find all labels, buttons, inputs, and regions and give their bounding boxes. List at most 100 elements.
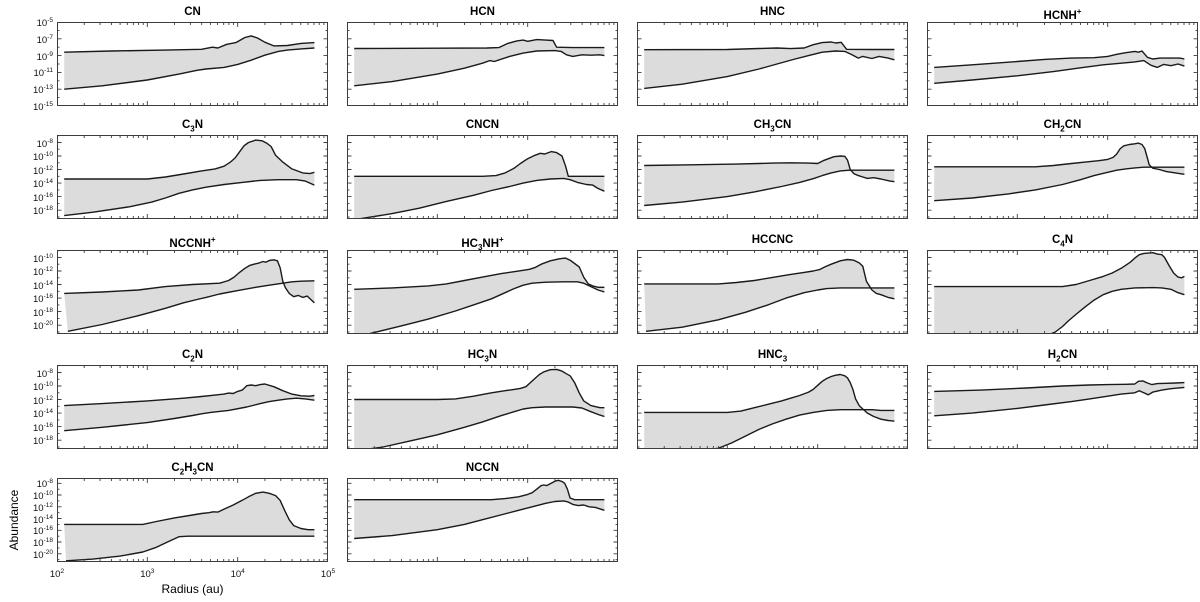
axes-frame-ch2cn [927, 135, 1198, 219]
lower-bound-curve-c2h3cn [65, 535, 315, 562]
panel-title-c4n: C4N [1051, 234, 1074, 249]
panel-cn [57, 22, 328, 106]
axis-ticks-ch3cn [637, 135, 908, 219]
x-tick-label: 104 [230, 568, 245, 581]
upper-bound-curve-ch3cn [644, 155, 895, 183]
panel-hccnc [637, 250, 908, 334]
axis-ticks-cn [57, 22, 328, 106]
upper-bound-curve-nccnh [64, 259, 315, 304]
panel-plot-hc3nh [347, 250, 618, 334]
axis-ticks-c4n [927, 250, 1198, 334]
x-tick-label: 103 [140, 568, 155, 581]
axis-ticks-cncn [347, 135, 618, 219]
y-tick-label-cn: 10-7 [36, 33, 53, 46]
lower-bound-curve-c2n [64, 397, 315, 432]
upper-bound-curve-hc3nh [354, 257, 605, 290]
axes-frame-c2h3cn [57, 478, 328, 562]
panel-nccn [347, 478, 618, 562]
y-tick-label-nccnh: 10-12 [33, 266, 53, 279]
lower-bound-curve-hcn [354, 49, 605, 87]
axis-ticks-c2n [57, 365, 328, 449]
abundance-band-cn [64, 35, 315, 90]
abundance-band-c4n [934, 252, 1185, 334]
y-tick-label-c3n: 10-12 [33, 164, 53, 177]
lower-bound-curve-nccn [354, 500, 605, 540]
axis-ticks-nccn [347, 478, 618, 562]
axes-frame-c2n [57, 365, 328, 449]
panel-title-nccn: NCCN [465, 462, 500, 474]
y-tick-label-c2n: 10-10 [33, 381, 53, 394]
panel-plot-h2cn [927, 365, 1198, 449]
x-axis-label: Radius (au) [161, 582, 224, 596]
panel-title-ch2cn: CH2CN [1043, 119, 1082, 134]
panel-plot-hcn [347, 22, 618, 106]
panel-plot-hc3n [347, 365, 618, 449]
y-tick-label-c3n: 10-16 [33, 191, 53, 204]
lower-bound-curve-hnc [644, 50, 895, 90]
axes-frame-hccnc [637, 250, 908, 334]
axes-frame-nccn [347, 478, 618, 562]
lower-bound-curve-cncn [357, 177, 605, 219]
panel-title-hnc3: HNC3 [757, 349, 788, 364]
y-tick-label-nccnh: 10-14 [33, 279, 53, 292]
panel-title-hc3nh: HC3NH+ [461, 235, 504, 253]
panel-c2n [57, 365, 328, 449]
y-tick-label-c2n: 10-18 [33, 435, 53, 448]
axis-ticks-hc3n [347, 365, 618, 449]
axes-frame-hc3nh [347, 250, 618, 334]
panel-plot-c2n [57, 365, 328, 449]
x-tick-label: 105 [320, 568, 336, 581]
panel-c2h3cn [57, 478, 328, 562]
axes-frame-hcn [347, 22, 618, 106]
panel-title-cncn: CNCN [465, 119, 500, 131]
abundance-band-cncn [354, 151, 605, 219]
lower-bound-curve-c4n [1050, 286, 1185, 334]
lower-bound-curve-nccnh [67, 280, 315, 332]
upper-bound-curve-hccnc [644, 258, 895, 300]
panel-title-hccnc: HCCNC [751, 234, 794, 246]
panel-hc3nh [347, 250, 618, 334]
upper-bound-curve-nccn [354, 479, 605, 501]
y-tick-label-cn: 10-11 [33, 67, 54, 80]
y-tick-label-c2h3cn: 10-16 [33, 525, 53, 538]
panel-plot-hccnc [637, 250, 908, 334]
panel-plot-nccnh [57, 250, 328, 334]
panel-h2cn [927, 365, 1198, 449]
axes-frame-ch3cn [637, 135, 908, 219]
y-tick-label-nccnh: 10-16 [33, 293, 53, 306]
upper-bound-curve-h2cn [934, 380, 1185, 393]
abundance-band-hcn [354, 39, 605, 86]
upper-bound-curve-cn [64, 35, 315, 53]
y-tick-label-c2n: 10-14 [33, 408, 53, 421]
upper-bound-curve-c2n [64, 383, 315, 407]
upper-bound-curve-ch2cn [934, 142, 1185, 175]
x-tick-label: 102 [49, 568, 65, 581]
panel-nccnh [57, 250, 328, 334]
y-tick-label-cn: 10-13 [33, 84, 53, 97]
panel-plot-c4n [927, 250, 1198, 334]
axis-ticks-hnc [637, 22, 908, 106]
abundance-band-hc3n [354, 369, 605, 449]
abundance-band-hcnh [934, 51, 1185, 84]
y-tick-label-c2h3cn: 10-10 [33, 490, 53, 503]
axis-ticks-hcn [347, 22, 618, 106]
lower-bound-curve-ch2cn [934, 166, 1185, 202]
panel-title-cn: CN [184, 6, 201, 18]
panel-title-hnc: HNC [760, 6, 785, 18]
abundance-band-c3n [64, 140, 315, 216]
abundance-band-ch3cn [644, 156, 895, 206]
upper-bound-curve-hnc [644, 41, 895, 51]
panel-plot-hnc [637, 22, 908, 106]
y-tick-label-cn: 10-15 [33, 101, 53, 114]
axes-frame-hnc [637, 22, 908, 106]
abundance-band-c2h3cn [64, 492, 315, 561]
lower-bound-curve-h2cn [934, 386, 1185, 417]
panel-title-hcn: HCN [470, 6, 495, 18]
panel-plot-c3n [57, 135, 328, 219]
abundance-band-hc3nh [354, 258, 605, 334]
lower-bound-curve-ch3cn [644, 169, 895, 207]
y-tick-label-c3n: 10-8 [36, 137, 53, 150]
panel-plot-cn [57, 22, 328, 106]
upper-bound-curve-hcnh [934, 50, 1185, 69]
